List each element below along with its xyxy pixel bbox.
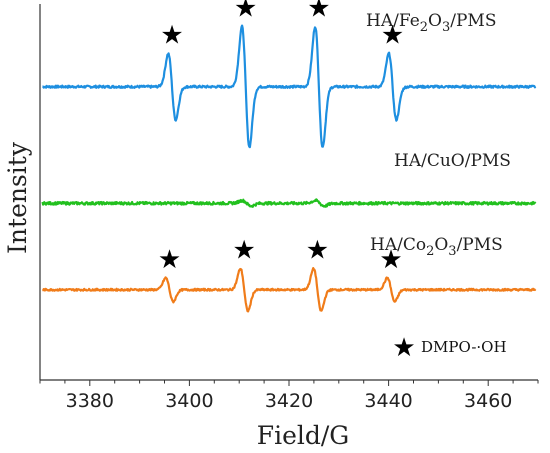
peak-star-layer: ★ ★ ★ ★ ★ ★ ★ ★ bbox=[158, 0, 404, 275]
legend: ★ DMPO-·OH bbox=[392, 333, 506, 363]
series-label-1: HA/Fe2O3/PMS bbox=[366, 11, 496, 35]
x-tick-label: 3460 bbox=[464, 390, 512, 412]
peak-star-marker: ★ bbox=[306, 236, 329, 266]
series-layer bbox=[41, 24, 537, 313]
peak-star-marker: ★ bbox=[379, 245, 402, 275]
series-label-layer: HA/Fe2O3/PMS HA/CuO/PMS HA/Co2O3/PMS bbox=[366, 11, 511, 259]
peak-star-marker: ★ bbox=[233, 236, 256, 266]
x-axis-title: Field/G bbox=[257, 421, 350, 450]
x-tick-label: 3380 bbox=[66, 390, 114, 412]
series-line-2 bbox=[41, 198, 537, 208]
series-line-3 bbox=[41, 267, 537, 313]
peak-star-marker: ★ bbox=[234, 0, 257, 24]
x-tick-label: 3440 bbox=[364, 390, 412, 412]
plot-frame bbox=[39, 4, 538, 381]
peak-star-marker: ★ bbox=[160, 21, 183, 51]
x-tick-label: 3420 bbox=[265, 390, 313, 412]
peak-star-marker: ★ bbox=[307, 0, 330, 24]
peak-star-marker: ★ bbox=[158, 245, 181, 275]
series-label-3: HA/Co2O3/PMS bbox=[370, 235, 503, 259]
legend-label: DMPO-·OH bbox=[421, 338, 507, 356]
series-label-2: HA/CuO/PMS bbox=[394, 151, 511, 171]
series-line-1 bbox=[41, 24, 537, 149]
legend-star-marker: ★ bbox=[392, 333, 415, 363]
peak-star-marker: ★ bbox=[381, 21, 404, 51]
x-tick-label: 3400 bbox=[165, 390, 213, 412]
x-axis: 3380 3400 3420 3440 3460 bbox=[39, 380, 539, 412]
y-axis-title: Intensity bbox=[3, 141, 32, 254]
